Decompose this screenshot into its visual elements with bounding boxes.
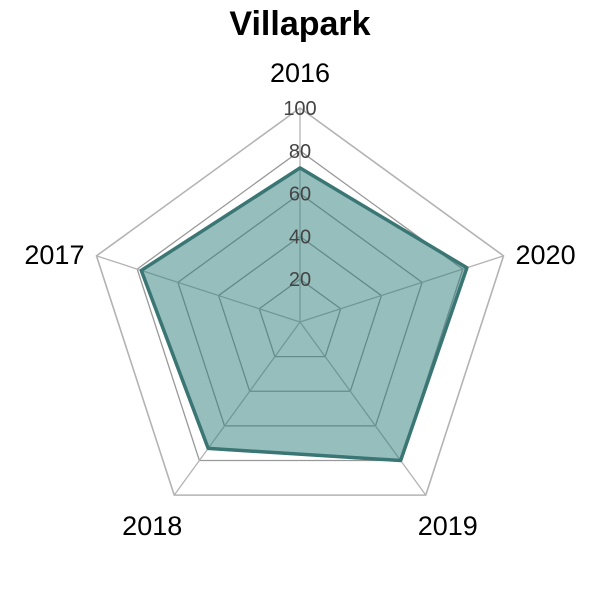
data-layer	[139, 166, 469, 463]
chart-title: Villapark	[229, 5, 371, 43]
r-tick-label-80: 80	[289, 141, 311, 163]
category-label-2020: 2020	[516, 240, 576, 270]
category-label-2016: 2016	[270, 58, 330, 88]
data-polygon-0	[139, 166, 469, 463]
label-layer: 20 40 60 80 100 2016 2017 2018 2019 2020	[24, 58, 575, 541]
category-label-2018: 2018	[122, 511, 182, 541]
r-tick-label-60: 60	[289, 184, 311, 206]
r-tick-label-100: 100	[283, 98, 316, 120]
r-tick-label-20: 20	[289, 269, 311, 291]
r-tick-label-40: 40	[289, 226, 311, 248]
category-label-2017: 2017	[24, 240, 84, 270]
category-label-2019: 2019	[418, 511, 478, 541]
grid-ring-100	[95, 107, 505, 496]
